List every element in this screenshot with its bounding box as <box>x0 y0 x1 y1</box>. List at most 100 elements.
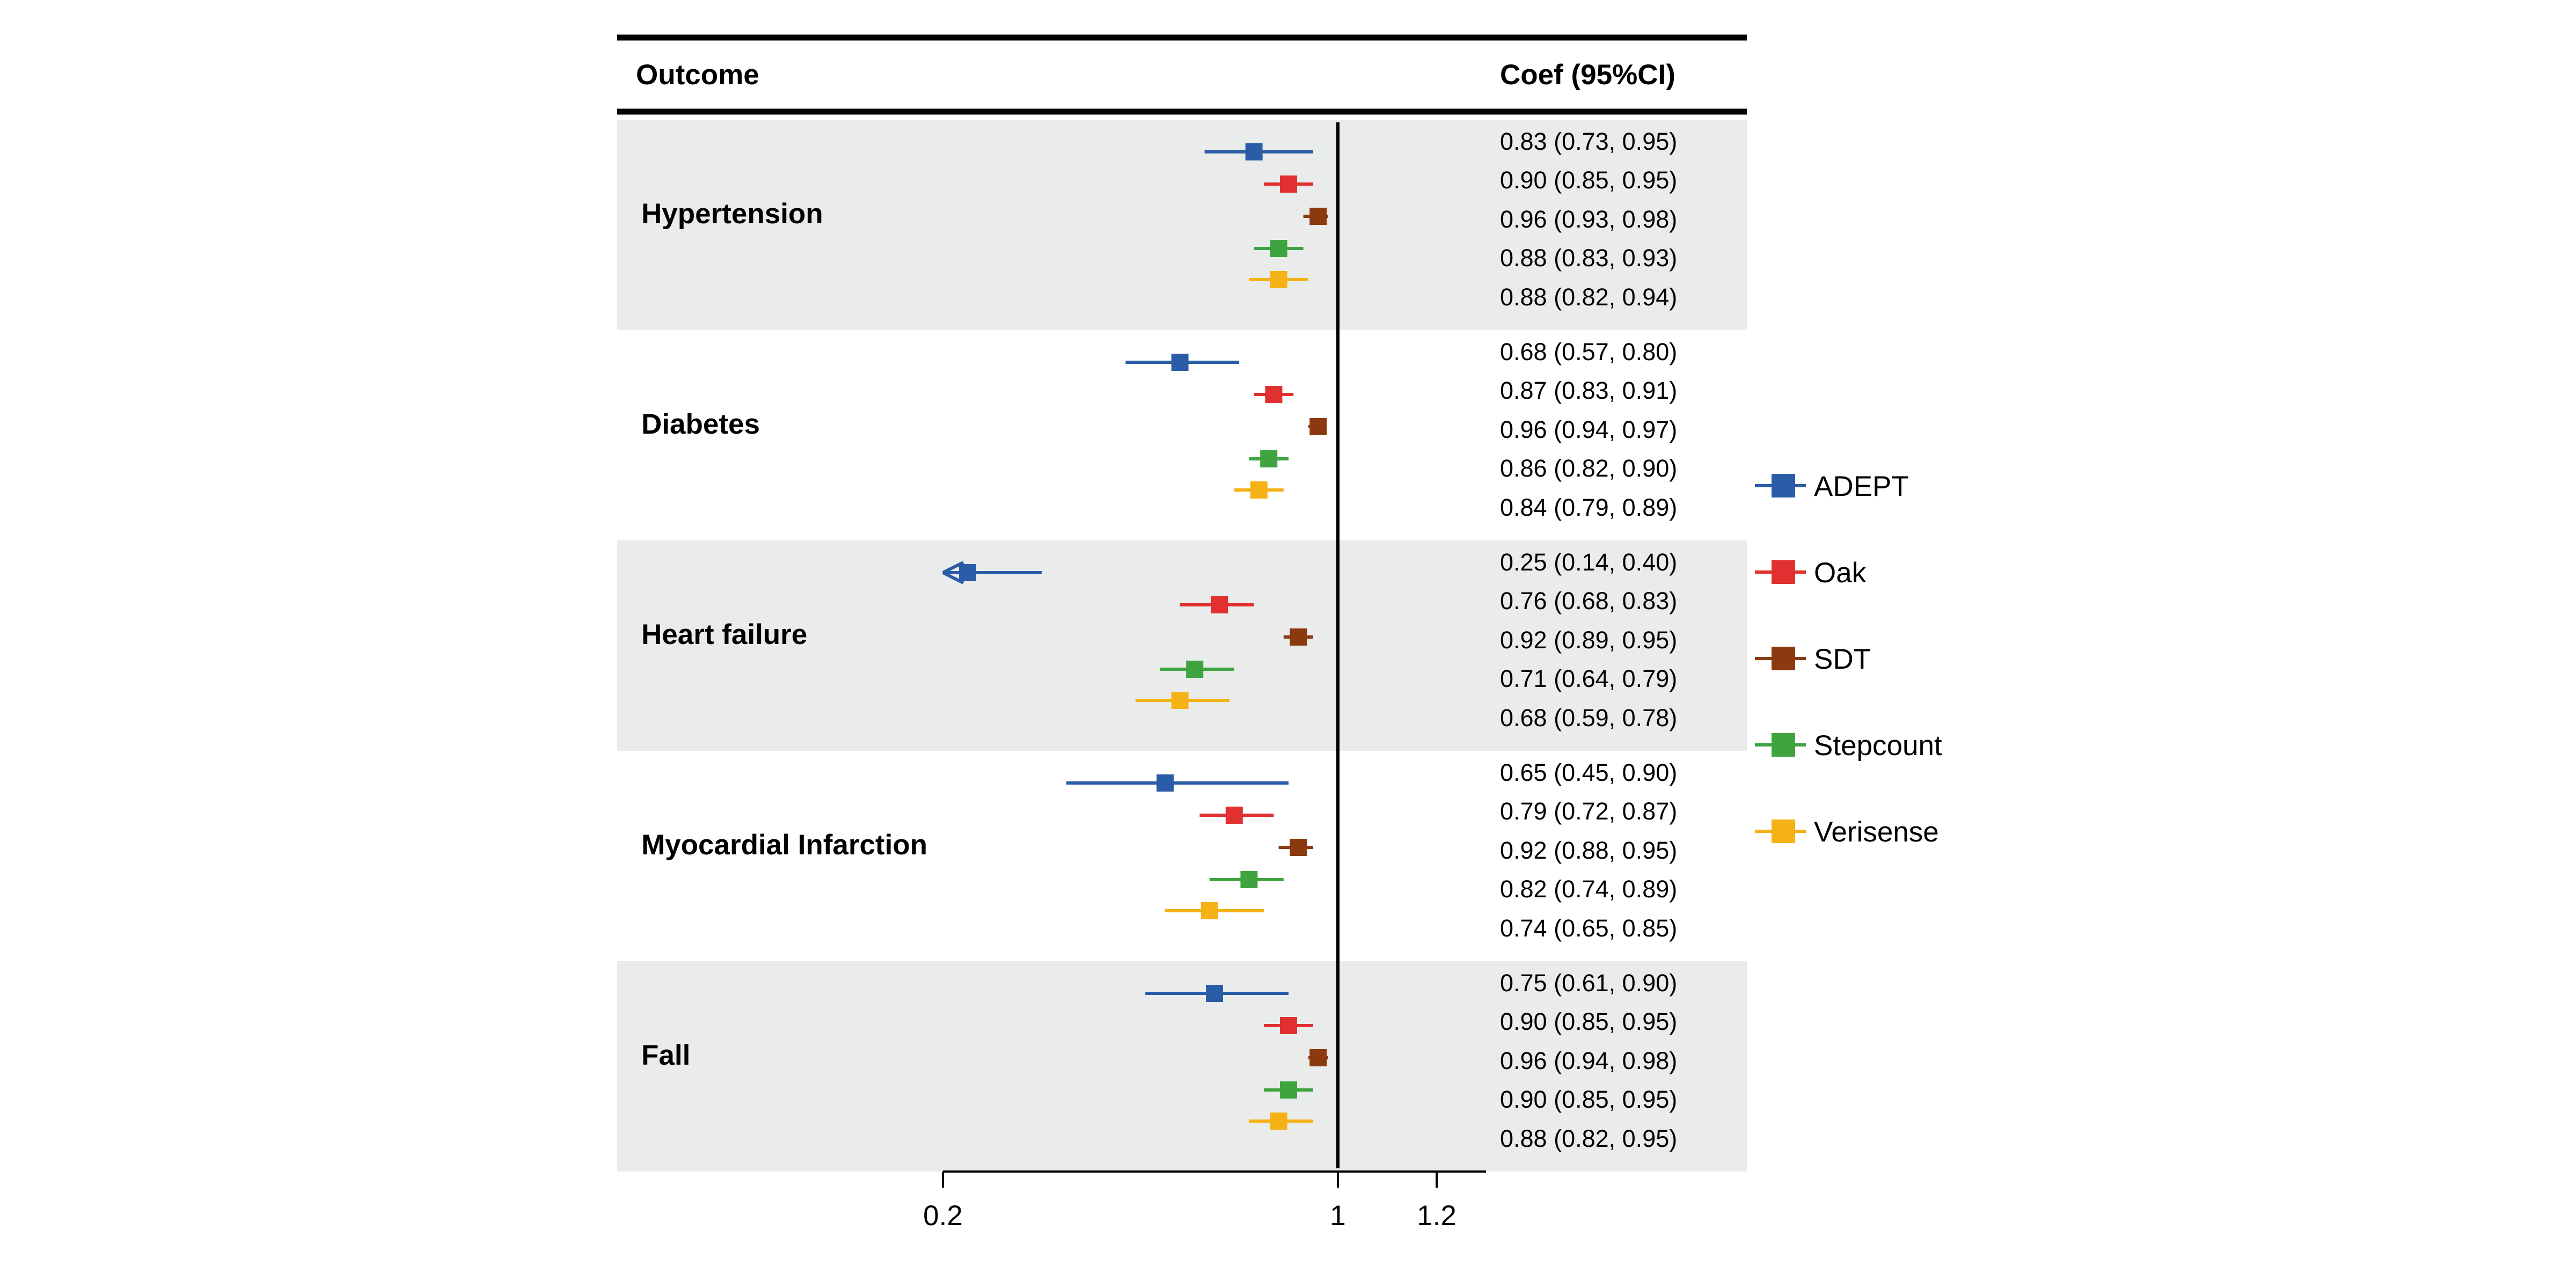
legend-item-adept: ADEPT <box>1755 471 1909 502</box>
estimate-marks <box>942 143 1328 1130</box>
coef-diabetes-oak: 0.87 (0.83, 0.91) <box>1500 377 1677 404</box>
legend-label-verisense: Verisense <box>1814 816 1939 848</box>
header-coef: Coef (95%CI) <box>1500 59 1675 91</box>
coef-heart-failure-oak: 0.76 (0.68, 0.83) <box>1500 587 1677 614</box>
point-myocardial-infarction-stepcount <box>1240 871 1258 888</box>
outcome-label-diabetes: Diabetes <box>641 408 760 440</box>
point-fall-stepcount <box>1280 1081 1297 1099</box>
legend-swatch-oak <box>1772 560 1795 584</box>
x-tick-label-0.2: 0.2 <box>923 1200 963 1232</box>
coef-heart-failure-verisense: 0.68 (0.59, 0.78) <box>1500 704 1677 731</box>
header-outcome: Outcome <box>636 59 759 91</box>
coef-heart-failure-sdt: 0.92 (0.89, 0.95) <box>1500 626 1677 654</box>
estimate-myocardial-infarction-sdt <box>1278 839 1313 856</box>
estimate-myocardial-infarction-stepcount <box>1209 871 1284 888</box>
point-heart-failure-verisense <box>1171 692 1189 709</box>
legend-swatch-verisense <box>1772 819 1795 843</box>
estimate-heart-failure-adept <box>942 561 1042 584</box>
legend-item-verisense: Verisense <box>1755 816 1939 848</box>
legend-label-stepcount: Stepcount <box>1814 730 1942 762</box>
coef-diabetes-verisense: 0.84 (0.79, 0.89) <box>1500 494 1677 521</box>
point-hypertension-oak <box>1280 175 1297 193</box>
legend: ADEPT Oak SDT Stepcount Verisense <box>1755 471 1942 848</box>
coef-labels: 0.83 (0.73, 0.95) 0.90 (0.85, 0.95) 0.96 (… <box>1500 128 1677 1152</box>
point-hypertension-stepcount <box>1270 240 1287 257</box>
estimate-fall-verisense <box>1249 1113 1313 1130</box>
band-heart-failure <box>617 540 1747 751</box>
outcome-label-hypertension: Hypertension <box>641 198 823 230</box>
coef-diabetes-sdt: 0.96 (0.94, 0.97) <box>1500 416 1677 443</box>
estimate-hypertension-stepcount <box>1254 240 1304 257</box>
outcome-labels: Hypertension Diabetes Heart failure Myocard… <box>641 198 927 1071</box>
estimate-fall-adept <box>1145 985 1289 1002</box>
outcome-label-heart-failure: Heart failure <box>641 619 807 650</box>
estimate-diabetes-oak <box>1254 386 1294 403</box>
point-myocardial-infarction-oak <box>1225 807 1243 824</box>
point-hypertension-verisense <box>1270 271 1287 288</box>
legend-swatch-stepcount <box>1772 733 1795 757</box>
point-heart-failure-oak <box>1211 596 1228 613</box>
estimate-diabetes-stepcount <box>1249 450 1289 467</box>
x-tick-label-1: 1 <box>1330 1200 1345 1232</box>
coef-hypertension-stepcount: 0.88 (0.83, 0.93) <box>1500 244 1677 272</box>
coef-fall-oak: 0.90 (0.85, 0.95) <box>1500 1008 1677 1035</box>
point-diabetes-adept <box>1171 354 1189 371</box>
coef-diabetes-stepcount: 0.86 (0.82, 0.90) <box>1500 455 1677 482</box>
point-fall-oak <box>1280 1017 1297 1034</box>
legend-label-adept: ADEPT <box>1814 471 1909 502</box>
coef-hypertension-verisense: 0.88 (0.82, 0.94) <box>1500 283 1677 311</box>
point-heart-failure-stepcount <box>1186 661 1204 678</box>
estimate-heart-failure-oak <box>1180 596 1254 613</box>
point-diabetes-verisense <box>1250 481 1268 499</box>
coef-fall-stepcount: 0.90 (0.85, 0.95) <box>1500 1086 1677 1113</box>
legend-item-sdt: SDT <box>1755 643 1871 675</box>
row-bands <box>617 120 1747 1172</box>
coef-fall-verisense: 0.88 (0.82, 0.95) <box>1500 1125 1677 1152</box>
coef-heart-failure-stepcount: 0.71 (0.64, 0.79) <box>1500 665 1677 692</box>
point-myocardial-infarction-adept <box>1157 774 1174 792</box>
legend-item-stepcount: Stepcount <box>1755 730 1942 762</box>
estimate-myocardial-infarction-verisense <box>1165 902 1264 919</box>
point-hypertension-adept <box>1245 143 1263 160</box>
legend-swatch-adept <box>1772 474 1795 497</box>
point-hypertension-sdt <box>1309 208 1327 225</box>
point-fall-verisense <box>1270 1113 1287 1130</box>
estimate-heart-failure-verisense <box>1135 692 1230 709</box>
estimate-diabetes-verisense <box>1234 481 1284 499</box>
outcome-label-myocardial-infarction: Myocardial Infarction <box>641 829 927 861</box>
estimate-fall-stepcount <box>1264 1081 1313 1099</box>
estimate-diabetes-sdt <box>1308 418 1327 435</box>
coef-myocardial-infarction-stepcount: 0.82 (0.74, 0.89) <box>1500 875 1677 903</box>
estimate-diabetes-adept <box>1125 354 1239 371</box>
legend-label-oak: Oak <box>1814 557 1867 589</box>
estimate-hypertension-oak <box>1264 175 1313 193</box>
coef-diabetes-adept: 0.68 (0.57, 0.80) <box>1500 338 1677 365</box>
coef-myocardial-infarction-verisense: 0.74 (0.65, 0.85) <box>1500 914 1677 942</box>
estimate-heart-failure-stepcount <box>1160 661 1234 678</box>
coef-hypertension-sdt: 0.96 (0.93, 0.98) <box>1500 206 1677 233</box>
legend-label-sdt: SDT <box>1814 643 1871 675</box>
x-axis: 0.2 1 1.2 <box>923 1170 1486 1232</box>
point-myocardial-infarction-sdt <box>1290 839 1307 856</box>
outcome-label-fall: Fall <box>641 1040 690 1071</box>
coef-myocardial-infarction-oak: 0.79 (0.72, 0.87) <box>1500 797 1677 825</box>
point-fall-sdt <box>1309 1049 1327 1066</box>
point-fall-adept <box>1206 985 1223 1002</box>
legend-swatch-sdt <box>1772 647 1795 670</box>
x-tick-label-1.2: 1.2 <box>1417 1200 1457 1232</box>
point-diabetes-stepcount <box>1260 450 1278 467</box>
point-heart-failure-sdt <box>1290 628 1307 646</box>
point-myocardial-infarction-verisense <box>1201 902 1218 919</box>
estimate-myocardial-infarction-adept <box>1066 774 1289 792</box>
coef-fall-adept: 0.75 (0.61, 0.90) <box>1500 969 1677 997</box>
band-hypertension <box>617 120 1747 330</box>
estimate-fall-sdt <box>1308 1049 1328 1066</box>
estimate-hypertension-verisense <box>1249 271 1308 288</box>
band-fall <box>617 961 1747 1172</box>
estimate-hypertension-adept <box>1204 143 1313 160</box>
point-diabetes-sdt <box>1309 418 1327 435</box>
estimate-heart-failure-sdt <box>1283 628 1313 646</box>
coef-hypertension-oak: 0.90 (0.85, 0.95) <box>1500 166 1677 194</box>
point-heart-failure-adept <box>959 564 976 581</box>
